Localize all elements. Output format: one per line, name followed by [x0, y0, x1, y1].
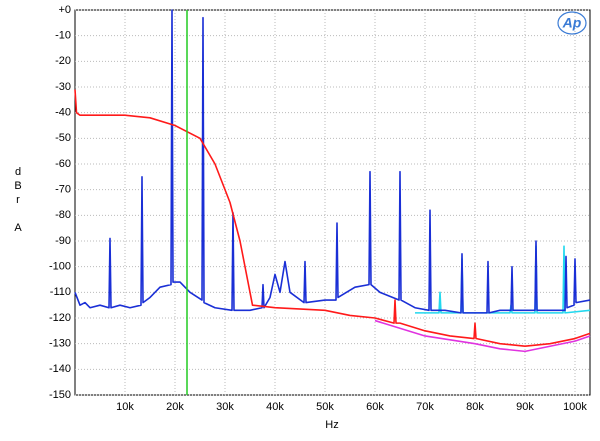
- y-tick-label: -110: [50, 286, 71, 298]
- series-line: [74, 9, 591, 314]
- lines: [74, 9, 591, 395]
- series-line: [74, 89, 591, 348]
- x-tick-label: 80k: [466, 401, 484, 413]
- y-tick-label: -120: [49, 312, 71, 324]
- y-tick-label: -150: [49, 389, 71, 401]
- x-tick-label: 60k: [366, 401, 384, 413]
- x-tick-label: 90k: [516, 401, 534, 413]
- logo-ring: [557, 11, 587, 35]
- y-tick-label: -70: [55, 184, 71, 196]
- logo: Ap: [562, 15, 582, 31]
- x-tick-label: 30k: [216, 401, 234, 413]
- y-tick-label: -20: [55, 55, 71, 67]
- series-line: [374, 319, 591, 353]
- y-tick-label: -140: [49, 363, 71, 375]
- y-tick-label: -50: [55, 132, 71, 144]
- y-tick-label: -100: [49, 261, 71, 273]
- y-tick-label: -130: [49, 338, 71, 350]
- x-tick-label: 100k: [563, 401, 587, 413]
- y-tick-label: -30: [55, 81, 71, 93]
- plot-frame: [74, 9, 591, 396]
- y-tick-label: +0: [58, 4, 71, 16]
- y-tick-label: -80: [55, 209, 71, 221]
- y-tick-label: -10: [55, 30, 71, 42]
- x-axis-label: Hz: [325, 419, 338, 431]
- x-tick-label: 10k: [116, 401, 134, 413]
- y-tick-label: -60: [55, 158, 71, 170]
- y-axis-label: dBr A: [12, 166, 24, 236]
- x-tick-label: 20k: [166, 401, 184, 413]
- x-tick-label: 50k: [316, 401, 334, 413]
- x-tick-label: 70k: [416, 401, 434, 413]
- y-tick-label: -40: [55, 107, 71, 119]
- y-tick-label: -90: [55, 235, 71, 247]
- x-tick-label: 40k: [266, 401, 284, 413]
